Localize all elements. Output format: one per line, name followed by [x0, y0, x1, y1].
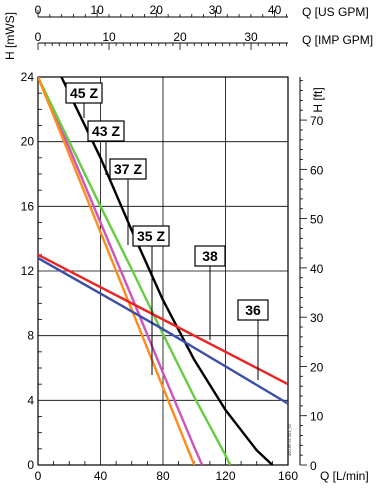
x-tick-label: 80: [156, 469, 170, 483]
us-gpm-tick-label: 20: [150, 3, 164, 17]
y-tick-label: 4: [27, 393, 34, 407]
y-axis-label: H [mWS]: [3, 12, 17, 60]
imp-gpm-tick-label: 30: [244, 30, 258, 44]
label-box-45z: [65, 82, 103, 104]
x-tick-label: 0: [35, 469, 42, 483]
curve-label-43z: 43 Z: [92, 123, 120, 139]
curve-label-36: 36: [245, 302, 261, 318]
us-gpm-tick-label: 10: [90, 3, 104, 17]
y-tick-label: 20: [21, 135, 35, 149]
imp-gpm-tick-label: 10: [102, 30, 116, 44]
curve-label-38: 38: [202, 248, 218, 264]
imp-gpm-tick-label: 20: [173, 30, 187, 44]
us-gpm-tick-label: 30: [209, 3, 223, 17]
imp-gpm-tick-label: 0: [35, 30, 42, 44]
curve-label-37z: 37 Z: [114, 161, 142, 177]
ft-tick-label: 0: [310, 459, 317, 473]
series-line-37z: [38, 77, 232, 465]
curve-label-35z: 35 Z: [137, 228, 165, 244]
y-tick-label: 24: [21, 70, 35, 84]
x-tick-label: 40: [94, 469, 108, 483]
label-box-37z: [109, 158, 147, 180]
series-line-38: [38, 253, 288, 386]
ft-axis-label: H [ft]: [311, 87, 325, 112]
ft-tick-label: 20: [310, 360, 324, 374]
ft-tick-label: 10: [310, 410, 324, 424]
plot-frame: [37, 76, 289, 466]
ft-tick-label: 60: [310, 163, 324, 177]
imp-gpm-axis-label: Q [IMP GPM]: [302, 33, 373, 47]
us-gpm-tick-label: 0: [35, 3, 42, 17]
label-box-38: [194, 245, 226, 267]
y-tick-label: 8: [27, 329, 34, 343]
label-box-36: [237, 299, 269, 321]
series-line-35z: [38, 77, 196, 465]
x-tick-label: 120: [215, 469, 235, 483]
y-tick-label: 12: [21, 264, 35, 278]
series-line-36: [38, 257, 288, 405]
ft-tick-label: 40: [310, 262, 324, 276]
us-gpm-tick-label: 40: [268, 3, 282, 17]
x-axis-label: Q [L/min]: [320, 469, 369, 483]
ft-tick-label: 50: [310, 213, 324, 227]
curve-label-45z: 45 Z: [70, 85, 98, 101]
ft-tick-label: 30: [310, 311, 324, 325]
label-box-35z: [132, 225, 170, 247]
label-box-43z: [87, 120, 125, 142]
y-tick-label: 0: [27, 458, 34, 472]
figure-code: 400 85 02 001_01: [287, 423, 292, 456]
y-tick-label: 16: [21, 199, 35, 213]
ft-tick-label: 70: [310, 114, 324, 128]
series-line-43z: [38, 77, 204, 465]
x-tick-label: 160: [278, 469, 298, 483]
us-gpm-axis-label: Q [US GPM]: [302, 5, 369, 19]
